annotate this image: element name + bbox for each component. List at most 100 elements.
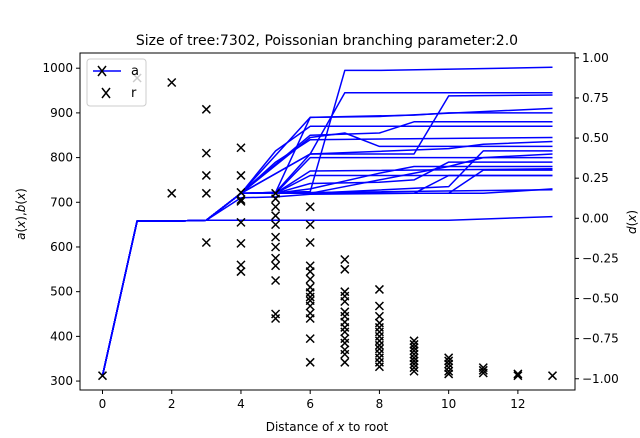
series-r-point bbox=[305, 237, 315, 248]
plot-area bbox=[97, 66, 558, 381]
series-r-point bbox=[340, 307, 350, 317]
y-right-tick-label: −0.50 bbox=[582, 292, 619, 306]
y-right-tick-label: −1.00 bbox=[582, 372, 619, 386]
series-r-point bbox=[374, 353, 384, 363]
series-r-point bbox=[271, 253, 281, 263]
y-tick-label: 700 bbox=[50, 195, 73, 209]
series-r-point bbox=[374, 357, 384, 367]
series-r-point bbox=[409, 363, 419, 373]
series-r-point bbox=[271, 232, 281, 242]
series-a-line-2 bbox=[101, 107, 553, 376]
legend-a-marker-icon bbox=[97, 65, 107, 77]
series-r-point bbox=[201, 188, 211, 198]
y-right-tick-label: 0.50 bbox=[582, 131, 609, 145]
series-r-point bbox=[478, 368, 488, 378]
series-r-point bbox=[513, 369, 523, 379]
legend: a r bbox=[86, 58, 147, 107]
series-r-point bbox=[340, 357, 350, 367]
x-tick-label: 6 bbox=[306, 397, 314, 411]
series-r-point bbox=[409, 366, 419, 376]
x-tick-label: 12 bbox=[510, 397, 525, 411]
series-r-point bbox=[444, 369, 454, 379]
axes: 0 2 4 6 8 10 12 300 400 500 600 700 800 900 1000 −1.00 −… bbox=[42, 51, 618, 411]
y-right-tick-label: 0.00 bbox=[582, 211, 609, 225]
series-r-point bbox=[201, 104, 211, 114]
legend-a-label: a bbox=[131, 64, 139, 79]
plot-frame bbox=[79, 52, 576, 391]
series-r-point bbox=[374, 348, 384, 358]
series-r-point bbox=[444, 366, 454, 376]
y-right-tick-label: −0.75 bbox=[582, 332, 619, 346]
series-r-point bbox=[236, 267, 246, 277]
series-r-point bbox=[201, 170, 211, 180]
series-r-point bbox=[236, 238, 246, 248]
series-r-point bbox=[271, 309, 281, 319]
series-r-point bbox=[271, 275, 281, 286]
series-r-point bbox=[374, 322, 384, 332]
y-right-axis-title: d(x) bbox=[625, 210, 639, 234]
y-tick-label: 400 bbox=[50, 329, 73, 343]
series-r-point bbox=[409, 356, 419, 366]
series-r-point bbox=[340, 345, 350, 355]
series-a-line-21 bbox=[101, 188, 553, 376]
series-r-point bbox=[409, 346, 419, 356]
y-tick-label: 900 bbox=[50, 106, 73, 120]
series-r-point bbox=[374, 301, 384, 311]
series-r-point bbox=[167, 77, 177, 88]
series-r-point bbox=[236, 217, 246, 227]
series-r-point bbox=[201, 148, 211, 158]
series-r-point bbox=[305, 292, 315, 302]
series-r-point bbox=[305, 202, 315, 212]
series-r-point bbox=[340, 338, 350, 348]
series-r-point bbox=[271, 313, 281, 324]
series-r-point bbox=[305, 288, 315, 298]
series-r-point bbox=[167, 188, 177, 198]
series-r-point bbox=[236, 143, 246, 153]
series-r-point bbox=[374, 362, 384, 372]
series-a-line-11 bbox=[101, 165, 553, 376]
series-r-point bbox=[409, 349, 419, 359]
series-a-line-17 bbox=[101, 112, 553, 376]
series-r-point bbox=[547, 371, 558, 381]
legend-r-label: r bbox=[131, 86, 137, 101]
series-r-point bbox=[409, 336, 419, 346]
y-right-tick-label: 1.00 bbox=[582, 51, 609, 65]
series-r-point bbox=[271, 211, 281, 221]
y-right-tick-label: 0.25 bbox=[582, 171, 609, 185]
series-r-point bbox=[305, 301, 315, 311]
series-r-point bbox=[340, 296, 350, 307]
series-a-line-3 bbox=[101, 125, 553, 376]
chart-title: Size of tree:7302, Poissonian branching … bbox=[136, 33, 518, 49]
series-r-point bbox=[340, 327, 350, 337]
series-r-point bbox=[409, 359, 419, 369]
series-r-point bbox=[271, 202, 281, 212]
series-r-point bbox=[374, 327, 384, 337]
series-a-line-13 bbox=[101, 153, 553, 376]
series-r-point bbox=[374, 340, 384, 350]
series-r-point bbox=[236, 260, 246, 270]
x-tick-label: 8 bbox=[376, 397, 384, 411]
series-r-point bbox=[97, 371, 108, 381]
series-r-point bbox=[271, 194, 281, 204]
series-r-point bbox=[513, 371, 523, 381]
series-r-point bbox=[374, 318, 384, 328]
series-r-point bbox=[340, 287, 350, 297]
y-tick-label: 500 bbox=[50, 285, 73, 299]
series-r-point bbox=[340, 254, 350, 265]
series-r-point bbox=[305, 334, 315, 344]
series-a-line-9 bbox=[101, 215, 553, 376]
series-r-point bbox=[271, 242, 281, 252]
series-a-line-4 bbox=[101, 136, 553, 376]
series-a-line-7 bbox=[101, 174, 553, 376]
y-tick-label: 800 bbox=[50, 151, 73, 165]
series-r-point bbox=[305, 313, 315, 324]
series-r-point bbox=[236, 196, 246, 206]
y-axis-title: a(x),b(x) bbox=[14, 188, 28, 240]
series-r-point bbox=[340, 334, 350, 344]
series-r-point bbox=[478, 365, 488, 375]
y-tick-label: 600 bbox=[50, 240, 73, 254]
series-a-line-14 bbox=[101, 169, 553, 376]
y-tick-label: 1000 bbox=[42, 61, 73, 75]
series-r-point bbox=[374, 311, 384, 321]
